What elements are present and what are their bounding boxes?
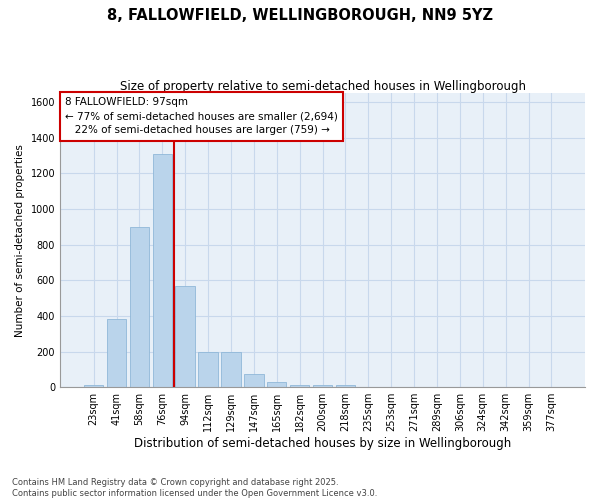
Bar <box>84 384 103 387</box>
Bar <box>267 382 286 387</box>
Text: 8 FALLOWFIELD: 97sqm
← 77% of semi-detached houses are smaller (2,694)
   22% of: 8 FALLOWFIELD: 97sqm ← 77% of semi-detac… <box>65 98 338 136</box>
Y-axis label: Number of semi-detached properties: Number of semi-detached properties <box>15 144 25 336</box>
Bar <box>130 226 149 387</box>
X-axis label: Distribution of semi-detached houses by size in Wellingborough: Distribution of semi-detached houses by … <box>134 437 511 450</box>
Bar <box>221 352 241 387</box>
Bar <box>107 318 126 387</box>
Bar <box>335 385 355 387</box>
Bar <box>244 374 263 387</box>
Title: Size of property relative to semi-detached houses in Wellingborough: Size of property relative to semi-detach… <box>119 80 526 93</box>
Bar <box>175 286 195 387</box>
Bar <box>199 352 218 387</box>
Bar <box>152 154 172 387</box>
Bar <box>290 384 310 387</box>
Text: Contains HM Land Registry data © Crown copyright and database right 2025.
Contai: Contains HM Land Registry data © Crown c… <box>12 478 377 498</box>
Text: 8, FALLOWFIELD, WELLINGBOROUGH, NN9 5YZ: 8, FALLOWFIELD, WELLINGBOROUGH, NN9 5YZ <box>107 8 493 22</box>
Bar <box>313 386 332 387</box>
